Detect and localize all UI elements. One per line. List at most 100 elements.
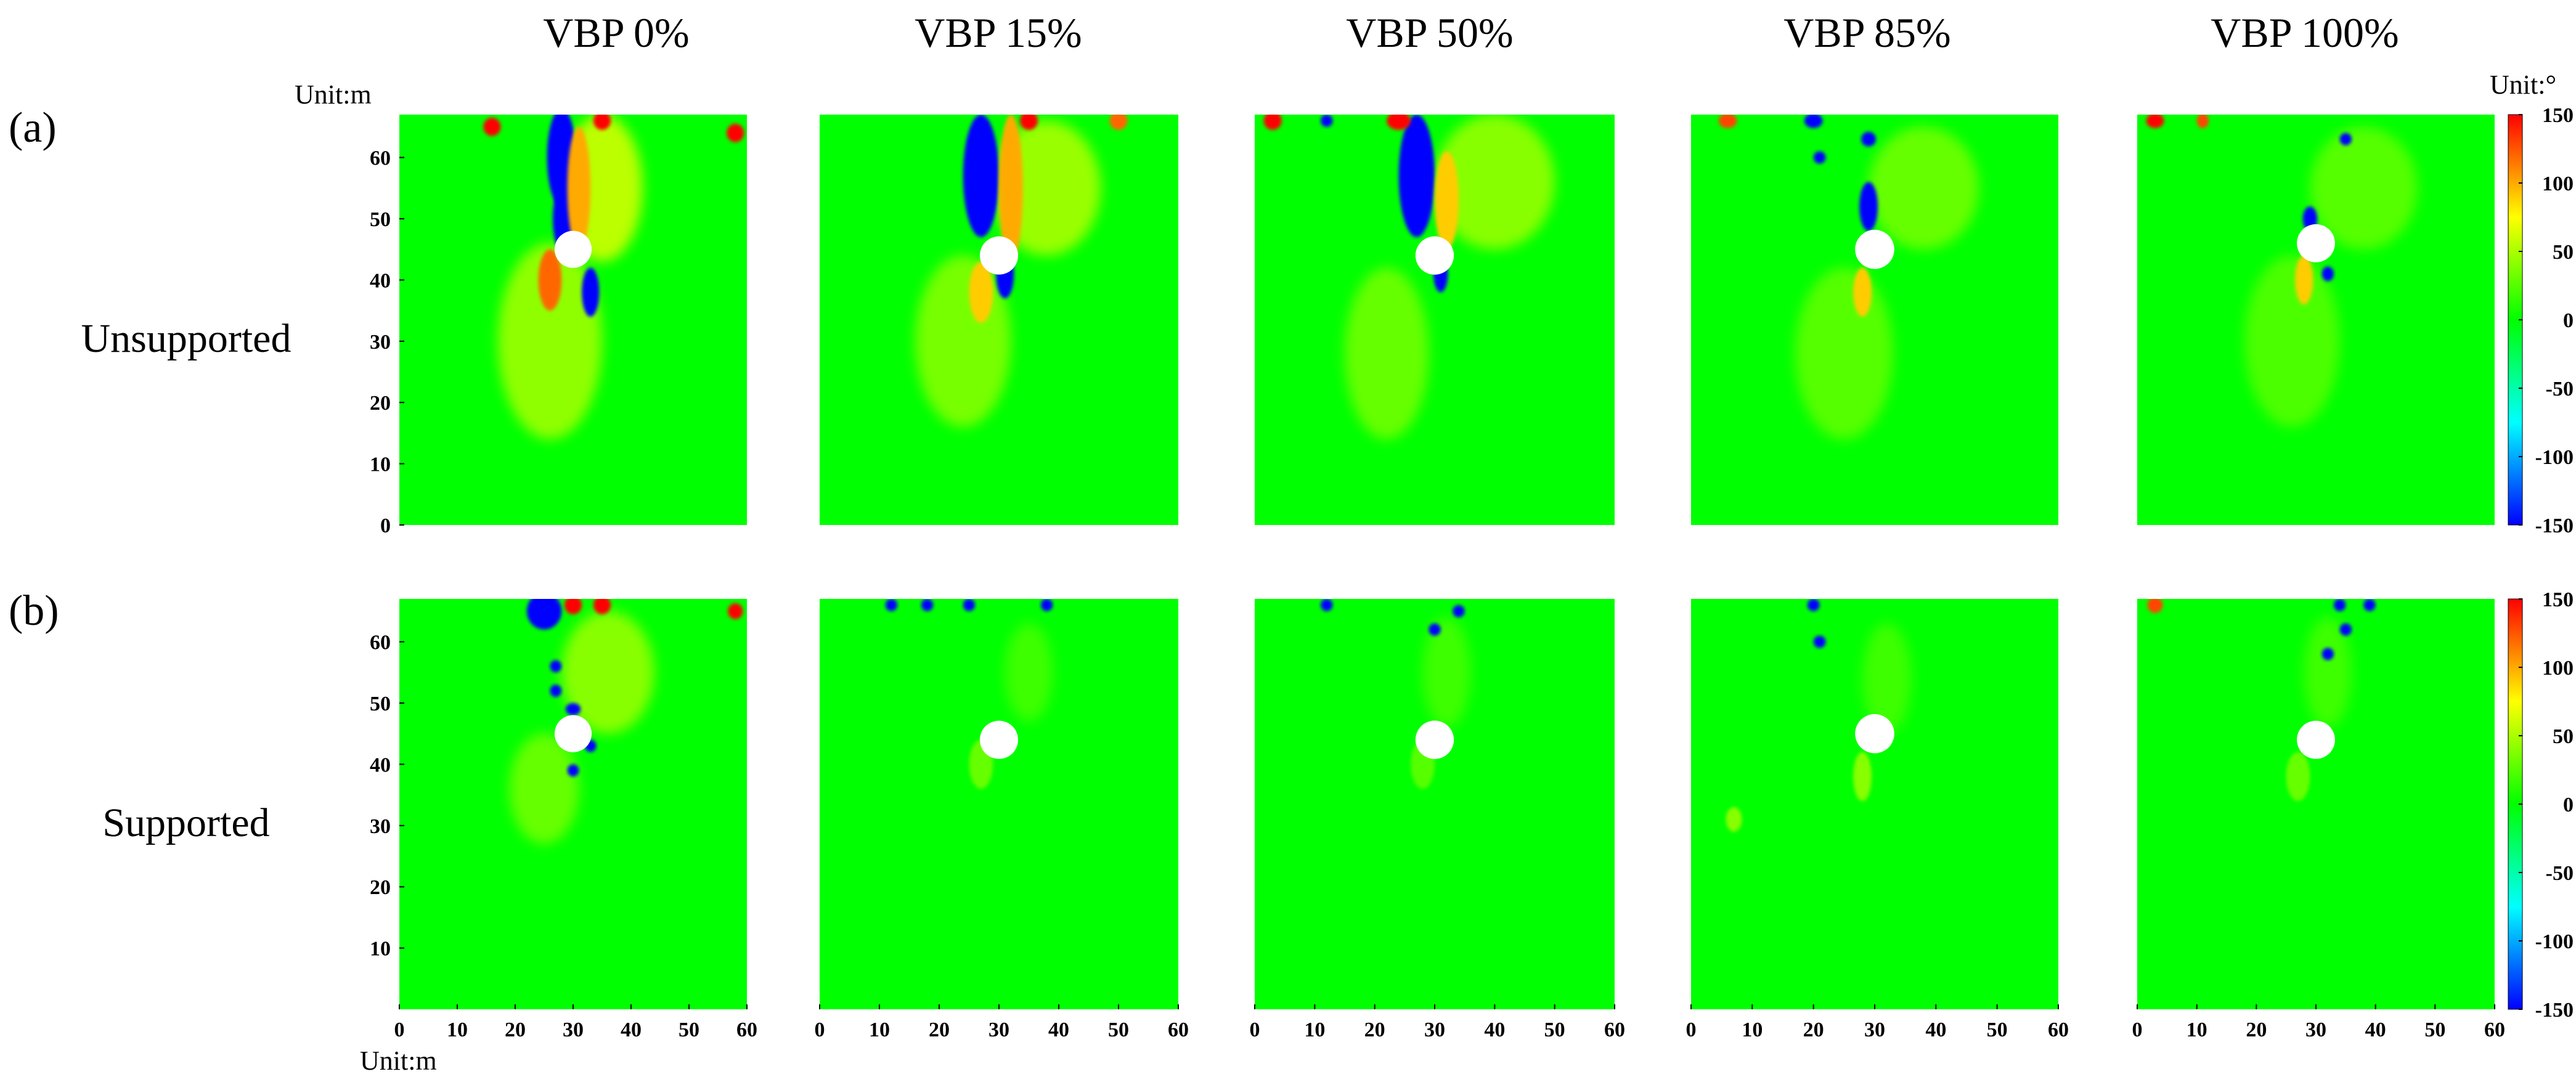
heatmap-region	[1726, 807, 1742, 832]
heatmap-panel	[1691, 599, 2058, 1009]
heatmap-region	[526, 599, 562, 630]
heatmap-region	[885, 599, 898, 611]
heatmap-region	[963, 599, 976, 611]
colorbar-tick-label: 100	[2542, 657, 2574, 680]
heatmap-region	[2363, 599, 2376, 611]
heatmap-region	[2339, 623, 2352, 636]
x-tick-label: 0	[2132, 1019, 2143, 1041]
x-tick-label: 40	[1048, 1019, 1069, 1041]
heatmap-region	[1435, 115, 1555, 250]
opening-circle	[1855, 714, 1894, 754]
opening-circle	[1855, 229, 1894, 269]
row-name-supported: Supported	[102, 800, 270, 845]
x-tick-label: 20	[505, 1019, 526, 1041]
heatmap-region	[1718, 115, 1737, 128]
colorbar-tick-label: 100	[2542, 173, 2574, 195]
x-tick-label: 60	[2484, 1019, 2505, 1041]
colorbar-tick-label: -150	[2535, 999, 2574, 1022]
opening-circle	[1415, 720, 1454, 759]
heatmap-region	[582, 267, 600, 317]
column-title: VBP 15%	[915, 9, 1082, 56]
colorbar-tick-label: 50	[2553, 241, 2574, 264]
heatmap-region	[727, 123, 744, 142]
x-tick-label: 50	[2424, 1019, 2445, 1041]
heatmap-region	[550, 660, 562, 673]
heatmap-region	[1422, 617, 1471, 728]
heatmap-region	[509, 733, 579, 844]
x-tick-label: 60	[2048, 1019, 2069, 1041]
heatmap-panel	[1255, 115, 1615, 525]
y-tick-label: 20	[370, 876, 391, 899]
heatmap-panel	[2137, 599, 2495, 1009]
heatmap-region	[1862, 623, 1912, 734]
heatmap-panel	[1691, 115, 2058, 525]
heatmap-region	[497, 243, 603, 439]
heatmap-region	[1005, 623, 1053, 722]
heatmap-region	[2304, 617, 2352, 728]
x-tick-label: 20	[1803, 1019, 1824, 1041]
x-tick-label: 30	[563, 1019, 584, 1041]
heatmap-region	[2334, 599, 2346, 611]
heatmap-region	[2196, 115, 2209, 128]
x-tick-label: 10	[869, 1019, 890, 1041]
y-tick-label: 60	[370, 147, 391, 170]
colorbar-tick-label: 0	[2563, 794, 2574, 816]
heatmap-region	[999, 115, 1023, 262]
heatmap-background	[820, 599, 1178, 1009]
x-tick-label: 40	[2365, 1019, 2386, 1041]
heatmap-region	[593, 115, 611, 130]
heatmap-region	[1435, 151, 1459, 250]
heatmap-region	[567, 764, 579, 777]
column-title: VBP 85%	[1783, 9, 1951, 56]
x-tick-label: 30	[1864, 1019, 1885, 1041]
heatmap-region	[538, 249, 562, 311]
heatmap-region	[2147, 599, 2163, 613]
heatmap-region	[727, 603, 743, 619]
heatmap-region	[483, 117, 501, 136]
colorbar-tick-label: 150	[2542, 588, 2574, 611]
heatmap-region	[1861, 131, 1876, 147]
y-tick-label: 0	[380, 515, 391, 537]
x-tick-label: 20	[2246, 1019, 2267, 1041]
x-tick-label: 50	[679, 1019, 699, 1041]
opening-circle	[1415, 236, 1454, 275]
x-unit-label: Unit:m	[360, 1046, 437, 1076]
heatmap-region	[1019, 115, 1038, 130]
heatmap-region	[1321, 599, 1333, 611]
opening-circle	[554, 715, 592, 752]
heatmap-region	[2310, 126, 2418, 250]
y-tick-label: 50	[370, 208, 391, 231]
x-tick-label: 30	[1424, 1019, 1445, 1041]
heatmap-region	[1807, 599, 1820, 611]
row-name-unsupported: Unsupported	[81, 316, 291, 361]
heatmap-region	[921, 599, 934, 611]
heatmap-region	[1398, 115, 1435, 237]
panel-label-b: (b)	[9, 587, 59, 635]
column-title: VBP 100%	[2211, 9, 2399, 56]
x-tick-label: 50	[1544, 1019, 1565, 1041]
x-tick-label: 40	[621, 1019, 642, 1041]
x-tick-label: 10	[1742, 1019, 1763, 1041]
x-tick-label: 20	[929, 1019, 950, 1041]
y-unit-label: Unit:m	[295, 79, 372, 110]
opening-circle	[554, 230, 592, 268]
heatmap-region	[1804, 115, 1823, 128]
colorbar-tick-label: 0	[2563, 309, 2574, 332]
x-tick-label: 40	[1925, 1019, 1946, 1041]
heatmap-region	[2339, 132, 2352, 145]
colorbar-tick-label: -50	[2546, 378, 2574, 401]
heatmap-region	[564, 599, 582, 614]
heatmap-panel	[820, 115, 1178, 525]
opening-circle	[2297, 224, 2335, 262]
panel-label-a: (a)	[9, 104, 57, 152]
heatmap-region	[1859, 182, 1878, 231]
x-tick-label: 60	[1604, 1019, 1625, 1041]
colorbar-tick-label: 150	[2542, 104, 2574, 127]
heatmap-region	[565, 702, 581, 715]
y-tick-label: 30	[370, 815, 391, 838]
y-tick-label: 10	[370, 454, 391, 476]
colorbar-tick-label: -50	[2546, 862, 2574, 885]
heatmap-panel	[399, 115, 747, 525]
heatmap-region	[1795, 267, 1893, 439]
heatmap-panel	[1255, 599, 1615, 1009]
